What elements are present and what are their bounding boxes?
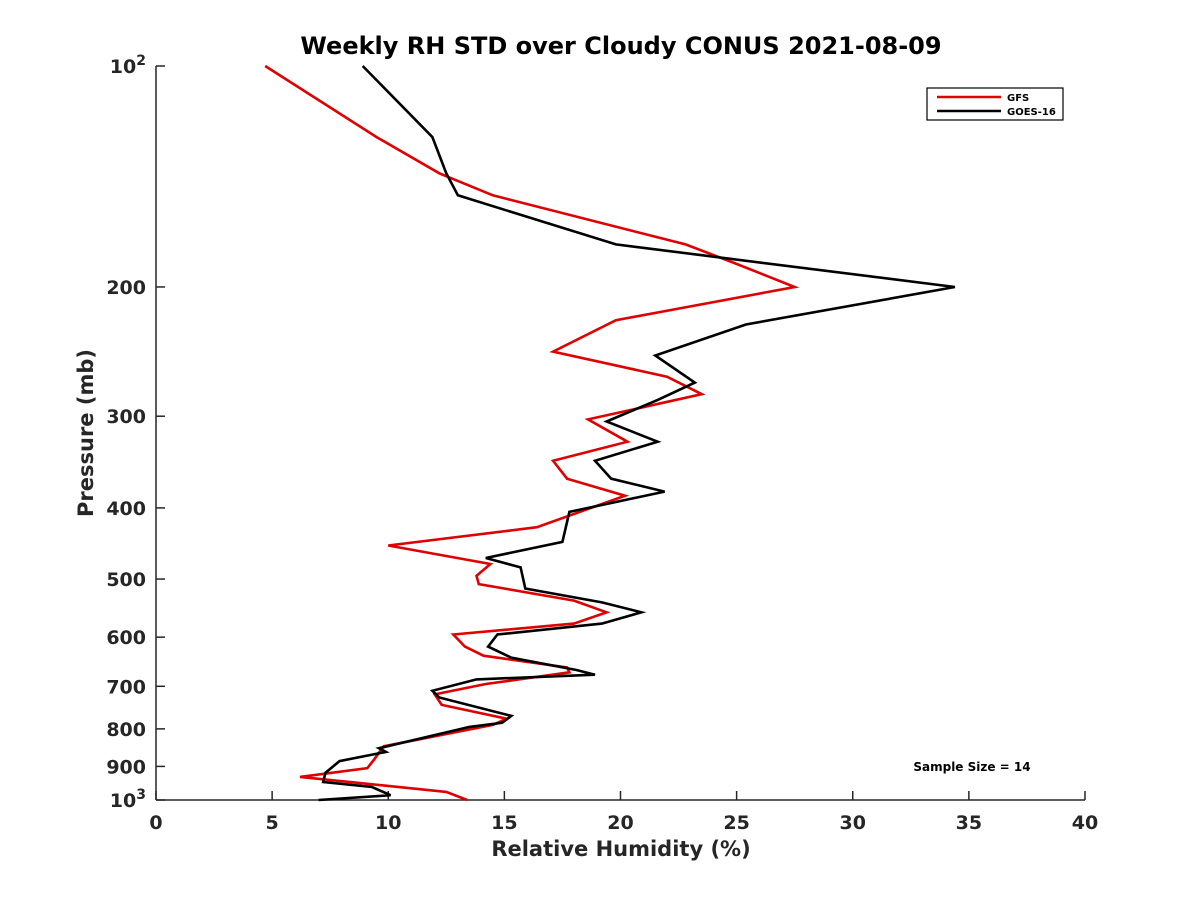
y-tick-label: 600 (106, 627, 146, 649)
x-tick-label: 10 (375, 812, 401, 834)
x-tick-label: 15 (491, 812, 517, 834)
x-axis-label: Relative Humidity (%) (491, 837, 750, 861)
x-tick-label: 40 (1072, 812, 1098, 834)
y-tick-label: 800 (106, 719, 146, 741)
y-tick-label: 400 (106, 498, 146, 520)
x-tick-label: 25 (723, 812, 749, 834)
y-tick-label: 500 (106, 569, 146, 591)
y-tick-label: 300 (106, 406, 146, 428)
y-axis-label: Pressure (mb) (74, 349, 98, 517)
y-tick-label: 103 (110, 787, 146, 812)
legend-label-gfs: GFS (1007, 93, 1029, 104)
sample-size-annotation: Sample Size = 14 (913, 760, 1030, 774)
legend: GFS GOES-16 (926, 87, 1064, 121)
chart-title: Weekly RH STD over Cloudy CONUS 2021-08-… (300, 32, 941, 60)
x-tick-label: 35 (956, 812, 982, 834)
x-tick-label: 5 (266, 812, 279, 834)
legend-box (926, 87, 1064, 121)
y-tick-label: 900 (106, 756, 146, 778)
series-line-gfs (264, 64, 800, 802)
y-tick-label: 102 (110, 53, 146, 78)
data-series (264, 64, 956, 802)
x-tick-label: 0 (149, 812, 162, 834)
y-tick-label: 700 (106, 676, 146, 698)
x-tick-label: 30 (840, 812, 866, 834)
x-tick-label: 20 (607, 812, 633, 834)
legend-label-goes-16: GOES-16 (1007, 107, 1056, 118)
series-line-goes-16 (318, 65, 956, 802)
plot-axes: 0 5 10 15 20 25 30 35 40 102 200 300 400 500 600 700 800… (106, 53, 1098, 834)
y-tick-label: 200 (106, 277, 146, 299)
